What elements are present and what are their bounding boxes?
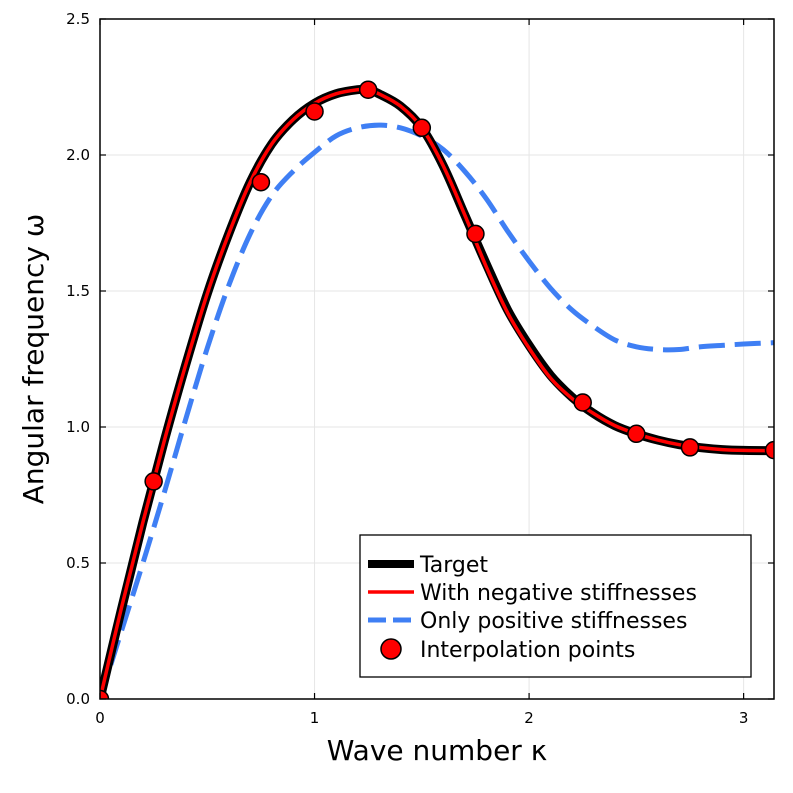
x-axis-title: Wave number κ [327,734,547,767]
legend-box [359,534,752,678]
plot-frame [99,18,775,700]
interpolation-point [144,472,163,491]
interpolation-point [251,172,271,192]
x-tick-label: 2 [524,709,534,727]
interpolation-point [680,438,700,457]
y-tick-label: 0.0 [66,690,90,708]
interpolation-point [627,424,646,444]
interpolation-point [305,102,324,121]
tick-labels: 0 1 2 3 0.0 0.5 1.0 1.5 2.0 2.5 [66,10,748,727]
interpolation-point [100,689,110,699]
y-tick-label: 2.0 [66,146,90,164]
interpolation-point [764,440,774,460]
legend-points-swatch [380,638,402,660]
series-layer [100,80,774,699]
interpolation-point [466,224,485,244]
interpolation-point [573,393,592,412]
legend: Target With negative stiffnesses Only po… [359,534,752,678]
interpolation-point [412,118,432,138]
legend-positive-label: Only positive stiffnesses [420,609,687,634]
y-tick-label: 1.0 [66,418,90,436]
ticks [99,18,774,700]
y-tick-label: 2.5 [66,10,90,28]
plot-area [100,80,774,699]
interpolation-point [358,80,378,99]
y-tick-label: 1.5 [66,282,90,300]
y-axis-title: Angular frequency ω [17,214,50,505]
x-tick-label: 1 [310,709,320,727]
y-tick-label: 0.5 [66,554,90,572]
x-tick-label: 0 [95,709,105,727]
series-negative-line [100,87,774,699]
x-tick-label: 3 [739,709,749,727]
legend-target-label: Target [419,553,488,578]
legend-negative-label: With negative stiffnesses [420,581,697,606]
legend-points-label: Interpolation points [420,638,635,663]
